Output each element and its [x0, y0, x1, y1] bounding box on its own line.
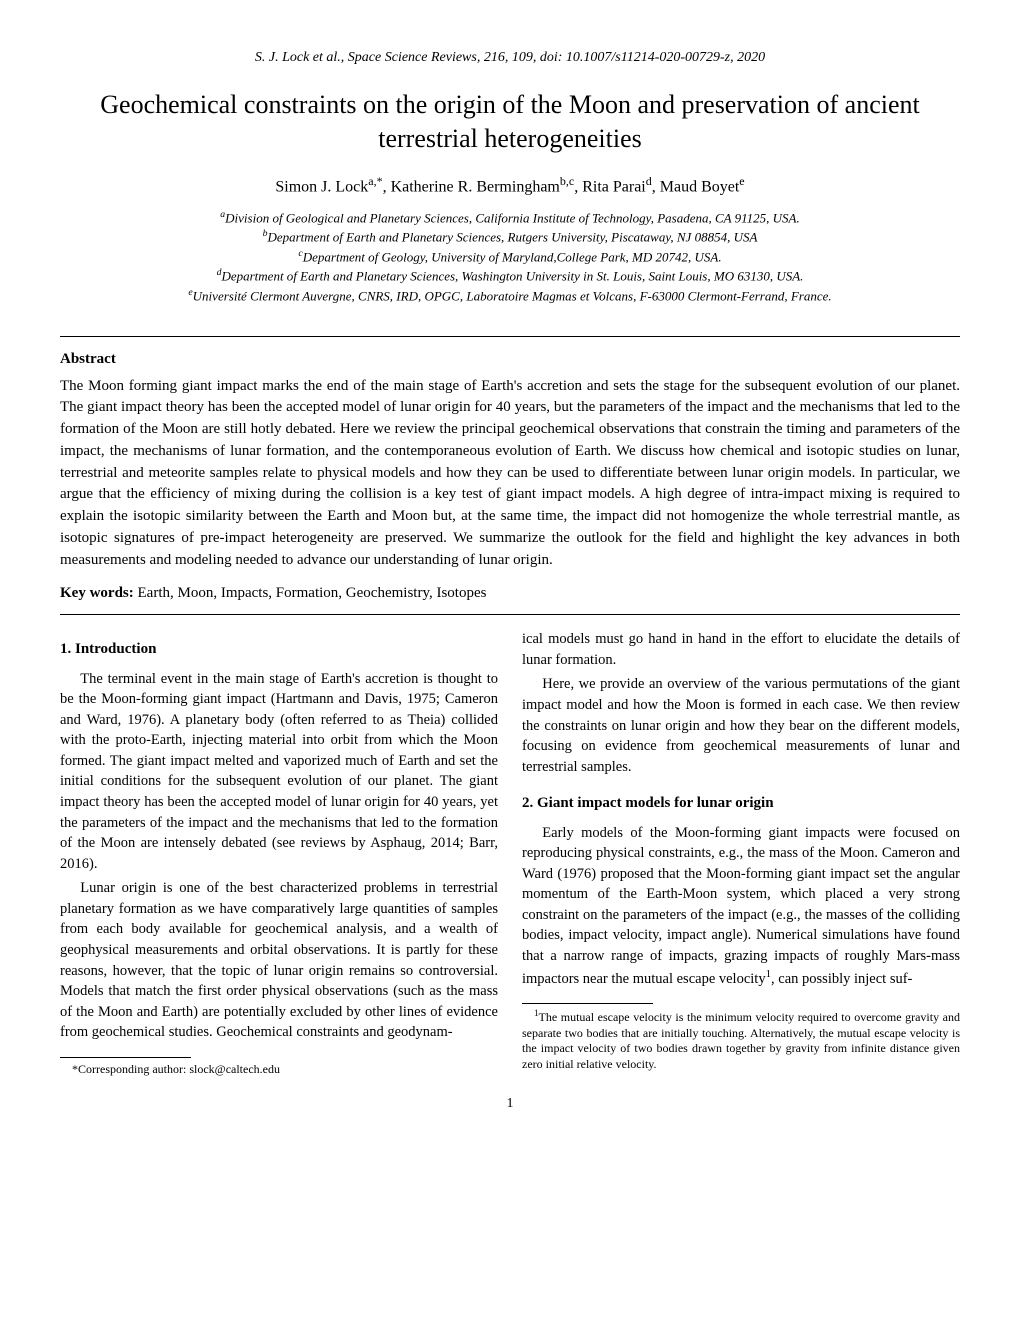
page-number: 1: [60, 1096, 960, 1112]
section-1-para-2a: Lunar origin is one of the best characte…: [60, 878, 498, 1043]
abstract-text: The Moon forming giant impact marks the …: [60, 376, 960, 572]
footnote-rule-right: [522, 1003, 653, 1004]
affiliations-block: aDivision of Geological and Planetary Sc…: [60, 208, 960, 306]
top-rule: [60, 336, 960, 337]
footnote-rule-left: [60, 1057, 191, 1058]
paper-title: Geochemical constraints on the origin of…: [60, 88, 960, 156]
section-1-heading: 1. Introduction: [60, 639, 498, 660]
running-head: S. J. Lock et al., Space Science Reviews…: [60, 50, 960, 66]
body-columns: 1. Introduction The terminal event in th…: [60, 629, 960, 1077]
footnote-1: 1The mutual escape velocity is the minim…: [522, 1008, 960, 1072]
affiliation-b: bDepartment of Earth and Planetary Scien…: [60, 227, 960, 247]
bottom-rule: [60, 614, 960, 615]
affiliation-c: cDepartment of Geology, University of Ma…: [60, 247, 960, 267]
author-list: Simon J. Locka,*, Katherine R. Bermingha…: [60, 174, 960, 196]
abstract-label: Abstract: [60, 351, 960, 368]
keywords-text: Earth, Moon, Impacts, Formation, Geochem…: [134, 585, 487, 601]
section-1-para-1: The terminal event in the main stage of …: [60, 669, 498, 875]
affiliation-e: eUniversité Clermont Auvergne, CNRS, IRD…: [60, 286, 960, 306]
footnote-corresponding: *Corresponding author: slock@caltech.edu: [60, 1062, 498, 1078]
keywords-line: Key words: Earth, Moon, Impacts, Formati…: [60, 585, 960, 602]
section-2-heading: 2. Giant impact models for lunar origin: [522, 793, 960, 814]
keywords-label: Key words:: [60, 585, 134, 601]
section-1-para-3: Here, we provide an overview of the vari…: [522, 674, 960, 777]
section-1-para-2b: ical models must go hand in hand in the …: [522, 629, 960, 670]
affiliation-d: dDepartment of Earth and Planetary Scien…: [60, 266, 960, 286]
section-2-para-1: Early models of the Moon-forming giant i…: [522, 823, 960, 989]
affiliation-a: aDivision of Geological and Planetary Sc…: [60, 208, 960, 228]
